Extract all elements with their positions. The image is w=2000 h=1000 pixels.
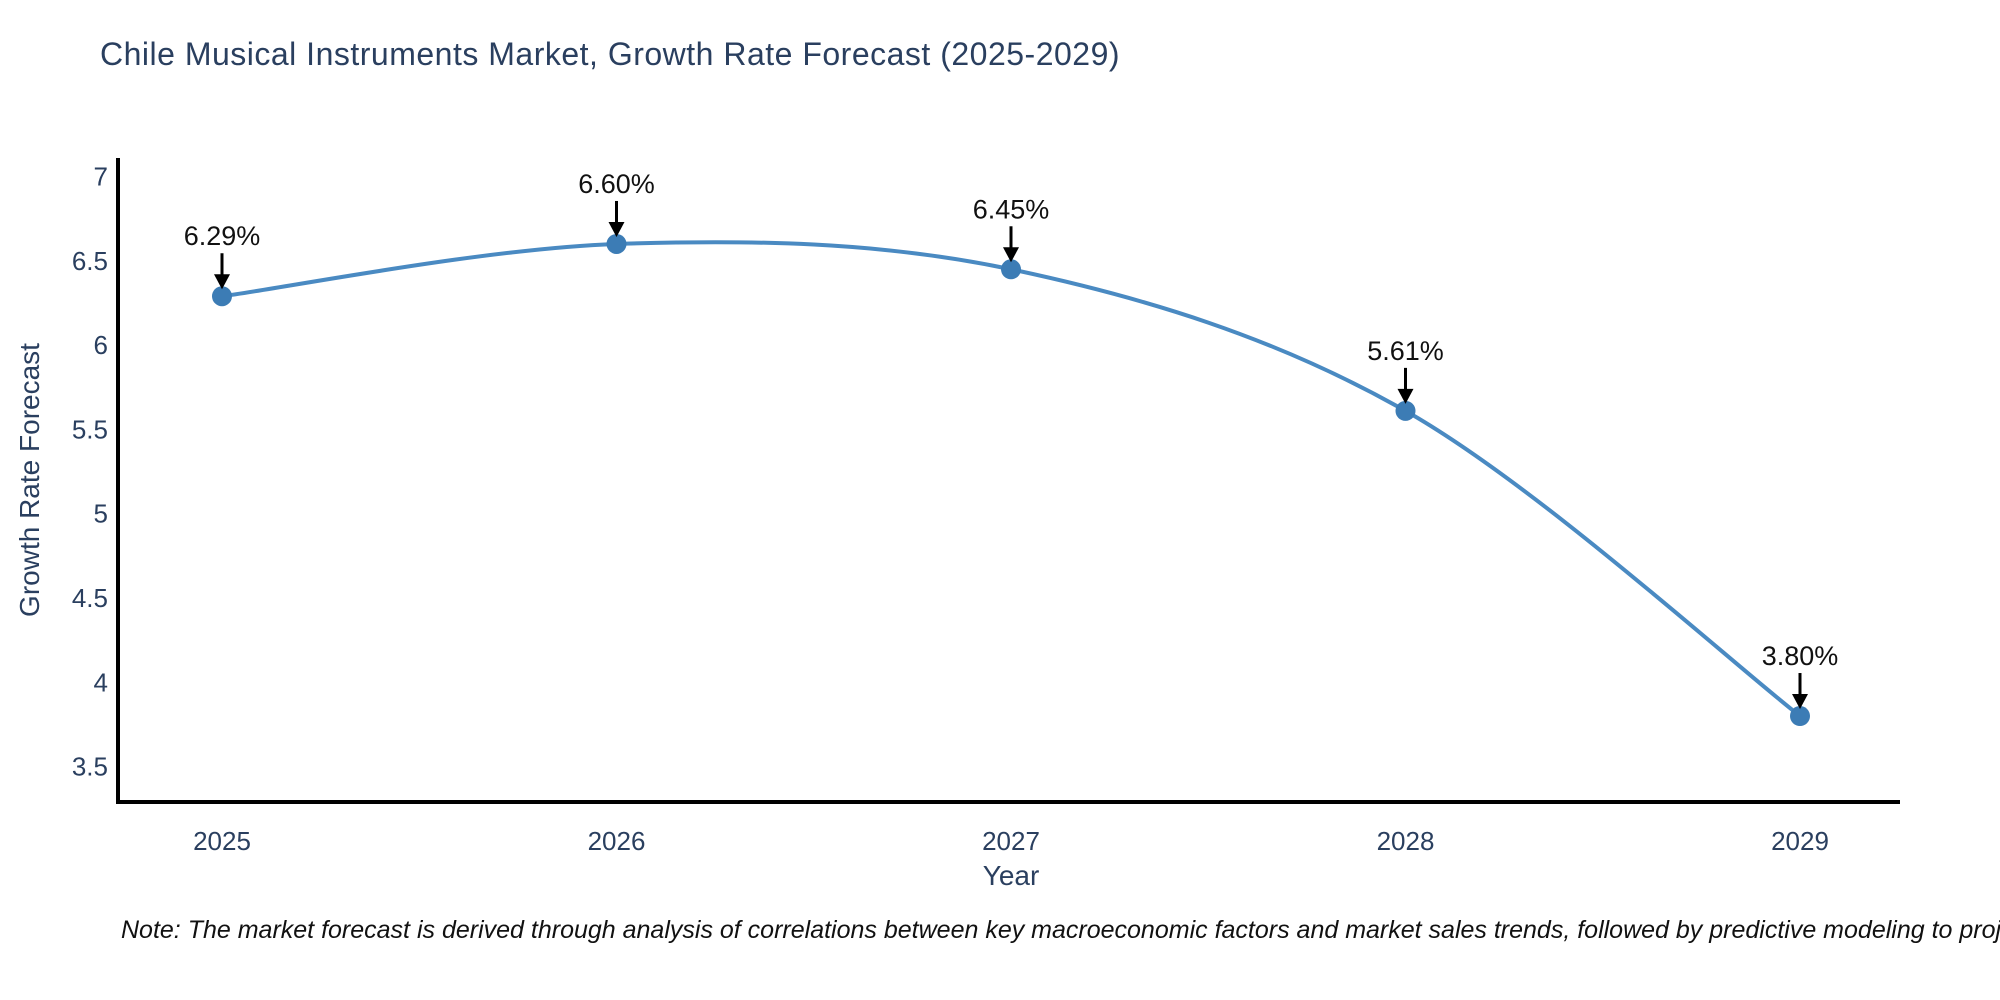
data-point-2029 [1790, 706, 1810, 727]
y-tick-label: 6.5 [72, 246, 108, 276]
y-tick-label: 5 [94, 499, 108, 529]
annotation-label: 3.80% [1762, 641, 1839, 671]
x-axis-title: Year [982, 860, 1040, 891]
annotation-label: 6.29% [184, 221, 261, 251]
data-point-2028 [1395, 400, 1416, 421]
annotation-label: 5.61% [1367, 336, 1444, 366]
annotation-label: 6.45% [973, 194, 1050, 224]
y-tick-label: 4.5 [72, 583, 108, 613]
y-tick-label: 3.5 [72, 752, 108, 782]
y-tick-label: 6 [94, 330, 108, 360]
x-tick-label: 2025 [193, 826, 251, 856]
annotation-label: 6.60% [578, 169, 655, 199]
forecast-line [220, 240, 1802, 719]
x-tick-label: 2026 [588, 826, 646, 856]
annotation-arrowhead [608, 221, 625, 237]
data-point-2025 [212, 286, 232, 307]
y-tick-label: 4 [94, 667, 108, 697]
annotation-arrowhead [214, 274, 230, 290]
x-tick-label: 2029 [1771, 826, 1829, 856]
y-tick-label: 7 [94, 162, 108, 192]
footnote: Note: The market forecast is derived thr… [121, 916, 2000, 944]
x-tick-label: 2027 [982, 826, 1040, 856]
annotation-arrowhead [1792, 694, 1808, 710]
chart-title: Chile Musical Instruments Market, Growth… [100, 36, 1121, 72]
data-point-2027 [1001, 259, 1021, 280]
y-tick-label: 5.5 [72, 414, 108, 444]
data-point-2026 [606, 233, 627, 254]
annotation-arrowhead [1397, 388, 1414, 404]
annotation-arrowhead [1003, 247, 1019, 263]
x-tick-label: 2028 [1377, 826, 1435, 856]
